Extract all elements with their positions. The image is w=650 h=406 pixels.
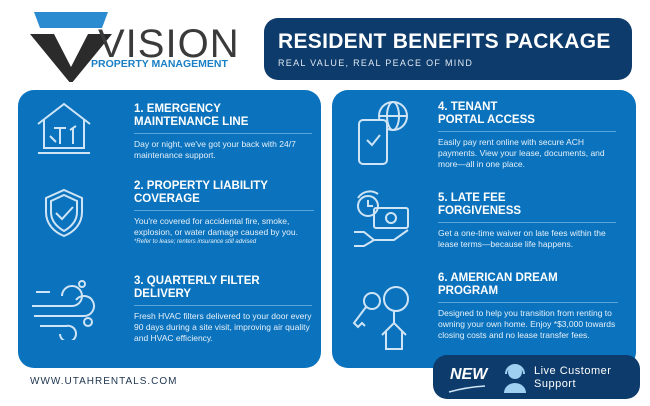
logo-tagline: PROPERTY MANAGEMENT bbox=[91, 58, 228, 70]
logo-v-icon bbox=[30, 12, 112, 82]
hand-money-clock-icon bbox=[354, 190, 409, 247]
benefit-desc: You're covered for accidental fire, smok… bbox=[134, 216, 298, 237]
benefit-2: 2. PROPERTY LIABILITY COVERAGE You're cov… bbox=[134, 180, 314, 246]
logo-brand: VISION bbox=[98, 22, 240, 66]
badge-line: Live Customer bbox=[534, 365, 612, 377]
benefit-6: 6. AMERICAN DREAM PROGRAM Designed to hel… bbox=[438, 272, 618, 341]
benefit-title-line: 3. QUARTERLY FILTER bbox=[134, 275, 260, 287]
headset-user-icon bbox=[504, 364, 526, 393]
benefit-title: 6. AMERICAN DREAM PROGRAM bbox=[438, 272, 618, 303]
benefit-title-line: 6. AMERICAN DREAM bbox=[438, 272, 558, 284]
benefit-title: 4. TENANT PORTAL ACCESS bbox=[438, 101, 616, 132]
benefit-4: 4. TENANT PORTAL ACCESS Easily pay rent o… bbox=[438, 101, 616, 170]
benefit-title-line: PROGRAM bbox=[438, 285, 499, 297]
benefit-title-line: COVERAGE bbox=[134, 193, 200, 205]
shield-check-icon bbox=[45, 188, 83, 238]
benefit-5: 5. LATE FEE FORGIVENESS Get a one-time wa… bbox=[438, 192, 616, 250]
live-support-label: Live Customer Support bbox=[534, 365, 611, 390]
house-tools-icon bbox=[37, 102, 91, 154]
benefit-title-line: PORTAL ACCESS bbox=[438, 114, 535, 126]
benefit-title-line: 2. PROPERTY LIABILITY bbox=[134, 180, 268, 192]
benefit-title-line: DELIVERY bbox=[134, 288, 192, 300]
benefit-title-line: 1. EMERGENCY bbox=[134, 103, 221, 115]
phone-globe-icon bbox=[358, 101, 408, 165]
benefit-desc: Easily pay rent online with secure ACH p… bbox=[438, 137, 605, 169]
new-label: NEW bbox=[450, 366, 488, 383]
benefit-title: 5. LATE FEE FORGIVENESS bbox=[438, 192, 616, 223]
key-house-icon bbox=[352, 286, 409, 350]
benefit-desc: Designed to help you transition from ren… bbox=[438, 308, 616, 340]
live-support-badge[interactable]: NEW Live Customer Support bbox=[433, 355, 640, 399]
benefit-desc: Day or night, we've got your back with 2… bbox=[134, 139, 296, 160]
benefit-title: 3. QUARTERLY FILTER DELIVERY bbox=[134, 275, 312, 306]
benefit-3: 3. QUARTERLY FILTER DELIVERY Fresh HVAC f… bbox=[134, 275, 312, 344]
page-subtitle: REAL VALUE, REAL PEACE OF MIND bbox=[278, 58, 474, 68]
benefit-title: 2. PROPERTY LIABILITY COVERAGE bbox=[134, 180, 314, 211]
header-banner: RESIDENT BENEFITS PACKAGE REAL VALUE, RE… bbox=[264, 18, 632, 80]
benefit-1: 1. EMERGENCY MAINTENANCE LINE Day or nigh… bbox=[134, 103, 312, 161]
benefit-title-line: FORGIVENESS bbox=[438, 205, 522, 217]
wind-icon bbox=[32, 280, 95, 340]
benefit-note: *Refer to lease; renters insurance still… bbox=[134, 239, 257, 245]
website-link[interactable]: WWW.UTAHRENTALS.COM bbox=[30, 376, 178, 387]
logo bbox=[26, 12, 246, 82]
badge-line: Support bbox=[534, 377, 577, 390]
benefit-title-line: 4. TENANT bbox=[438, 101, 498, 113]
benefit-desc: Get a one-time waiver on late fees withi… bbox=[438, 228, 606, 249]
benefit-desc: Fresh HVAC filters delivered to your doo… bbox=[134, 311, 312, 343]
benefit-title: 1. EMERGENCY MAINTENANCE LINE bbox=[134, 103, 312, 134]
page-title: RESIDENT BENEFITS PACKAGE bbox=[278, 30, 611, 53]
benefit-title-line: MAINTENANCE LINE bbox=[134, 116, 249, 128]
swoosh-icon bbox=[448, 385, 486, 393]
benefit-title-line: 5. LATE FEE bbox=[438, 192, 506, 204]
